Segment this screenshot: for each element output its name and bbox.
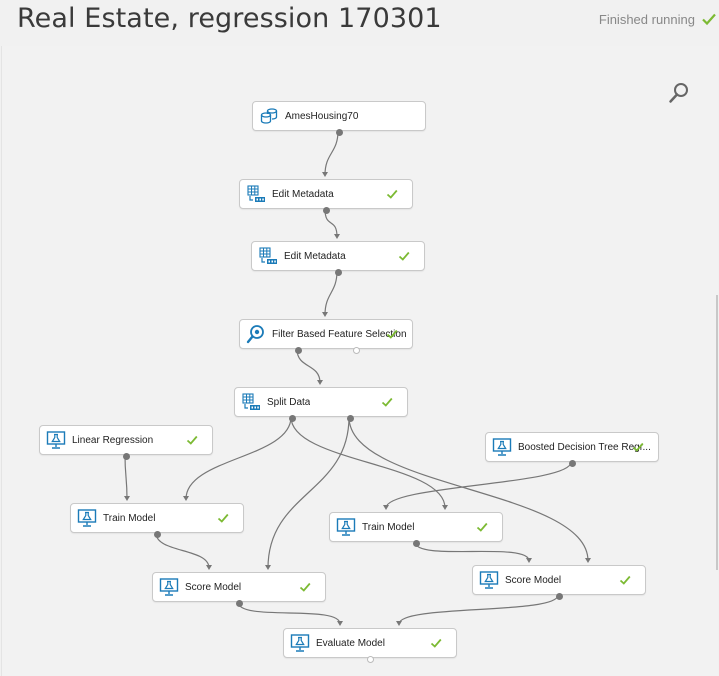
feature-selection-icon: [246, 324, 266, 344]
module-score-model-2[interactable]: Score Model: [472, 565, 646, 600]
check-icon: [430, 638, 442, 648]
vertical-scrollbar[interactable]: [716, 295, 718, 570]
check-icon: [299, 582, 311, 592]
check-icon: [476, 522, 488, 532]
module-label: Split Data: [267, 396, 311, 408]
output-port[interactable]: [322, 206, 330, 214]
model-icon: [479, 570, 499, 590]
module-label: Filter Based Feature Selection: [272, 328, 407, 340]
module-evaluate-model[interactable]: Evaluate Model: [283, 628, 457, 663]
output-port[interactable]: [294, 346, 302, 354]
check-icon: [702, 13, 716, 26]
run-status: Finished running: [599, 11, 717, 27]
model-icon: [77, 508, 97, 528]
dataset-icon: [259, 106, 279, 126]
module-label: Edit Metadata: [272, 188, 334, 200]
check-icon: [386, 189, 398, 199]
module-label: Train Model: [362, 521, 415, 533]
module-filter-based-feature-selection[interactable]: Filter Based Feature Selection: [239, 319, 413, 354]
module-label: Evaluate Model: [316, 637, 385, 649]
check-icon: [398, 251, 410, 261]
module-label: Score Model: [185, 581, 242, 593]
model-icon: [290, 633, 310, 653]
check-icon: [217, 513, 229, 523]
module-linear-regression[interactable]: Linear Regression: [39, 425, 213, 460]
module-label: Linear Regression: [72, 434, 154, 446]
module-train-model-1[interactable]: Train Model: [70, 503, 244, 538]
output-port[interactable]: [288, 414, 296, 422]
output-port[interactable]: [366, 655, 374, 663]
check-icon: [619, 575, 631, 585]
module-label: Boosted Decision Tree Regr...: [518, 441, 651, 453]
model-icon: [492, 437, 512, 457]
check-icon: [381, 397, 393, 407]
module-label: Train Model: [103, 512, 156, 524]
output-port[interactable]: [153, 530, 161, 538]
output-port[interactable]: [122, 452, 130, 460]
page-title: Real Estate, regression 170301: [17, 3, 442, 34]
status-text: Finished running: [598, 11, 695, 27]
model-icon: [159, 577, 179, 597]
module-score-model-1[interactable]: Score Model: [152, 572, 326, 607]
module-edit-metadata-1[interactable]: Edit Metadata: [239, 179, 413, 214]
module-label: Edit Metadata: [284, 250, 346, 262]
output-port[interactable]: [352, 346, 360, 354]
output-port[interactable]: [235, 599, 243, 607]
check-icon: [386, 329, 398, 339]
output-port[interactable]: [346, 414, 354, 422]
model-icon: [336, 517, 356, 537]
output-port[interactable]: [335, 128, 343, 136]
module-train-model-2[interactable]: Train Model: [329, 512, 503, 547]
module-edit-metadata-2[interactable]: Edit Metadata: [251, 241, 425, 276]
module-boosted-decision-tree-regression[interactable]: Boosted Decision Tree Regr...: [485, 432, 659, 467]
check-icon: [632, 442, 644, 452]
module-label: AmesHousing70: [285, 110, 359, 122]
edit-metadata-icon: [246, 184, 266, 204]
module-split-data[interactable]: Split Data: [234, 387, 408, 422]
output-port[interactable]: [334, 268, 342, 276]
output-port[interactable]: [412, 539, 420, 547]
search-icon[interactable]: [668, 82, 690, 104]
edit-metadata-icon: [258, 246, 278, 266]
model-icon: [46, 430, 66, 450]
output-port[interactable]: [568, 459, 576, 467]
check-icon: [186, 435, 198, 445]
module-ameshousing70[interactable]: AmesHousing70: [252, 101, 426, 136]
output-port[interactable]: [555, 592, 563, 600]
split-data-icon: [241, 392, 261, 412]
module-label: Score Model: [505, 574, 562, 586]
